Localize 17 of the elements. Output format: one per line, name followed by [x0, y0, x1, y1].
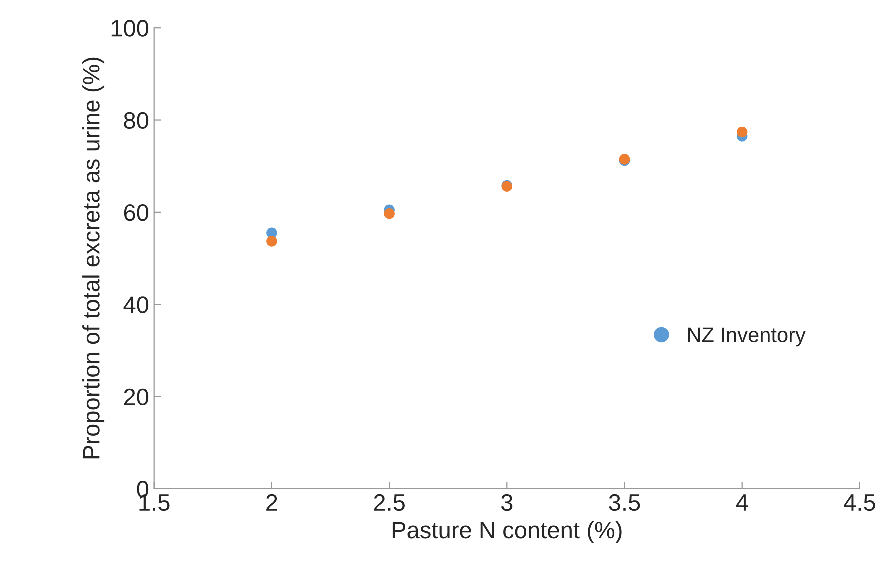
x-tick-label: 4.5 [844, 494, 876, 512]
y-tick-label: 20 [124, 388, 149, 406]
legend-label: NZ Inventory [688, 328, 806, 347]
x-tick-label: 4 [736, 494, 748, 511]
point [384, 208, 395, 220]
x-tick-label: 3.5 [609, 494, 640, 512]
y-tick-label: 60 [124, 204, 149, 222]
x-tick-label: 2 [266, 494, 278, 511]
point [736, 126, 748, 138]
x-tick-label: 2.5 [374, 494, 405, 512]
y-tick-label: 80 [124, 112, 149, 130]
y-tick-label: 40 [124, 296, 149, 314]
x-axis-title: Pasture N content (%) [392, 521, 622, 544]
x-tick-label: 3 [501, 494, 513, 512]
y-axis-title: Proportion of total excreta as urine (%) [82, 58, 105, 459]
point [266, 236, 278, 247]
y-tick-label: 100 [112, 20, 149, 37]
